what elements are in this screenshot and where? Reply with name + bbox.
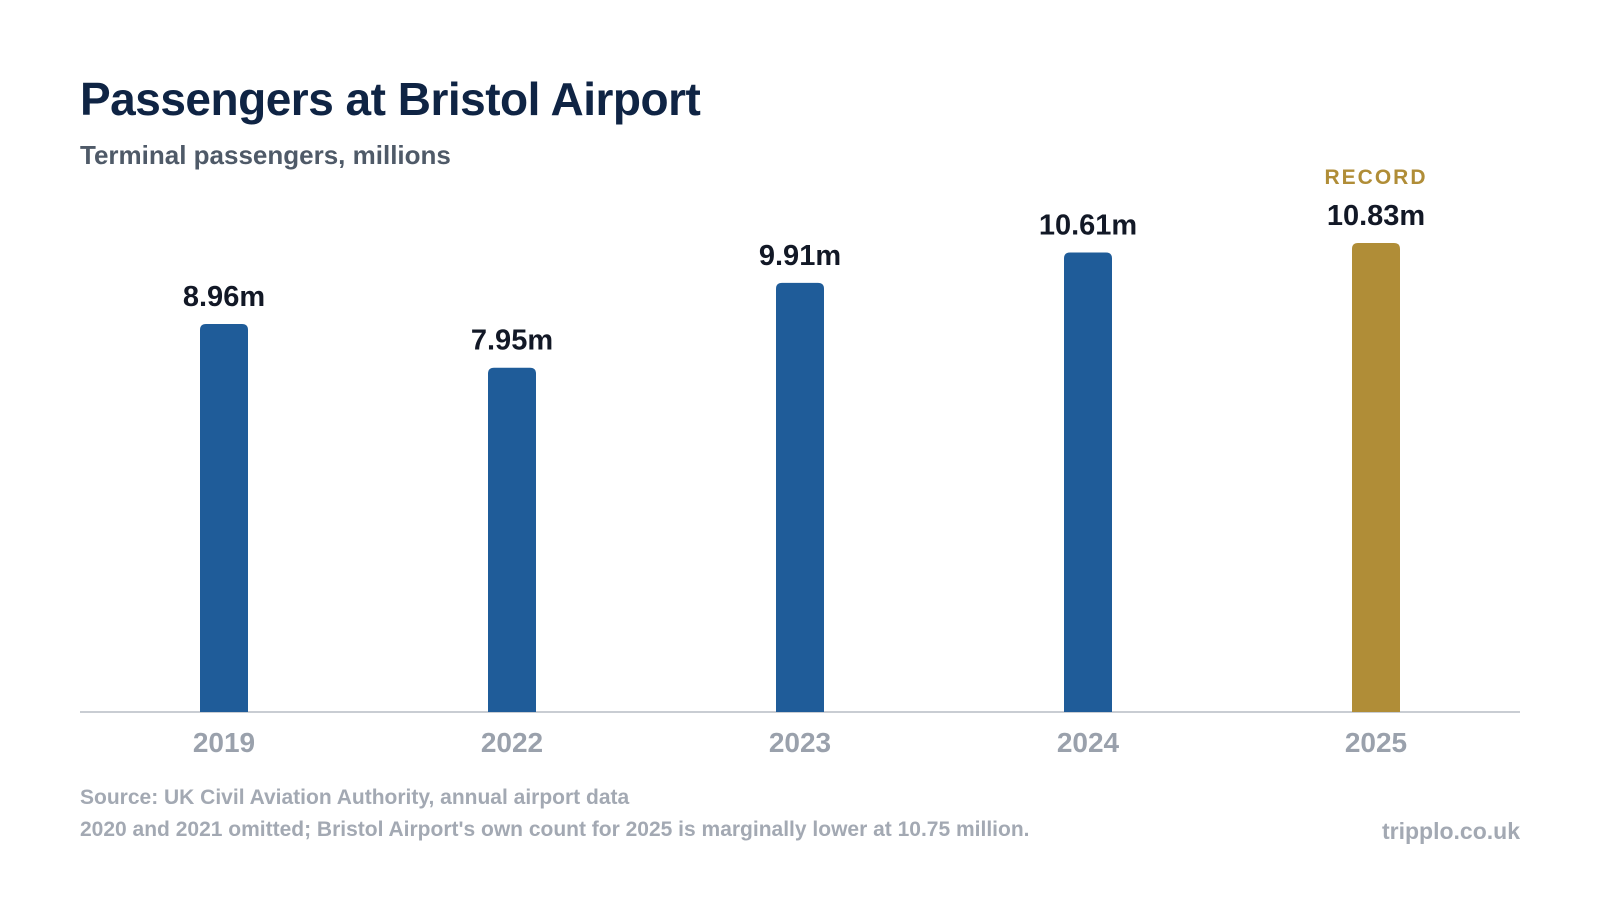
x-tick-label-2019: 2019	[193, 727, 255, 758]
source-note: Source: UK Civil Aviation Authority, ann…	[80, 786, 630, 809]
x-tick-label-2022: 2022	[481, 727, 543, 758]
value-label-2019: 8.96m	[183, 281, 265, 313]
value-label-2022: 7.95m	[471, 325, 553, 357]
bar-2019	[200, 323, 248, 712]
bar-2023	[776, 282, 824, 712]
chart-subtitle: Terminal passengers, millions	[80, 140, 451, 170]
chart-title: Passengers at Bristol Airport	[80, 73, 701, 125]
x-tick-label-2025: 2025	[1345, 727, 1407, 758]
value-label-2023: 9.91m	[759, 240, 841, 272]
x-tick-label-2023: 2023	[769, 727, 831, 758]
value-label-2024: 10.61m	[1039, 210, 1137, 242]
record-label: RECORD	[1324, 166, 1427, 189]
bar-2024	[1064, 252, 1112, 713]
value-label-2025: 10.83m	[1327, 200, 1425, 232]
site-credit: tripplo.co.uk	[1382, 818, 1520, 844]
bar-2022	[488, 367, 536, 712]
footnote: 2020 and 2021 omitted; Bristol Airport's…	[80, 818, 1030, 841]
bar-2025	[1352, 243, 1400, 712]
x-tick-label-2024: 2024	[1057, 727, 1120, 758]
